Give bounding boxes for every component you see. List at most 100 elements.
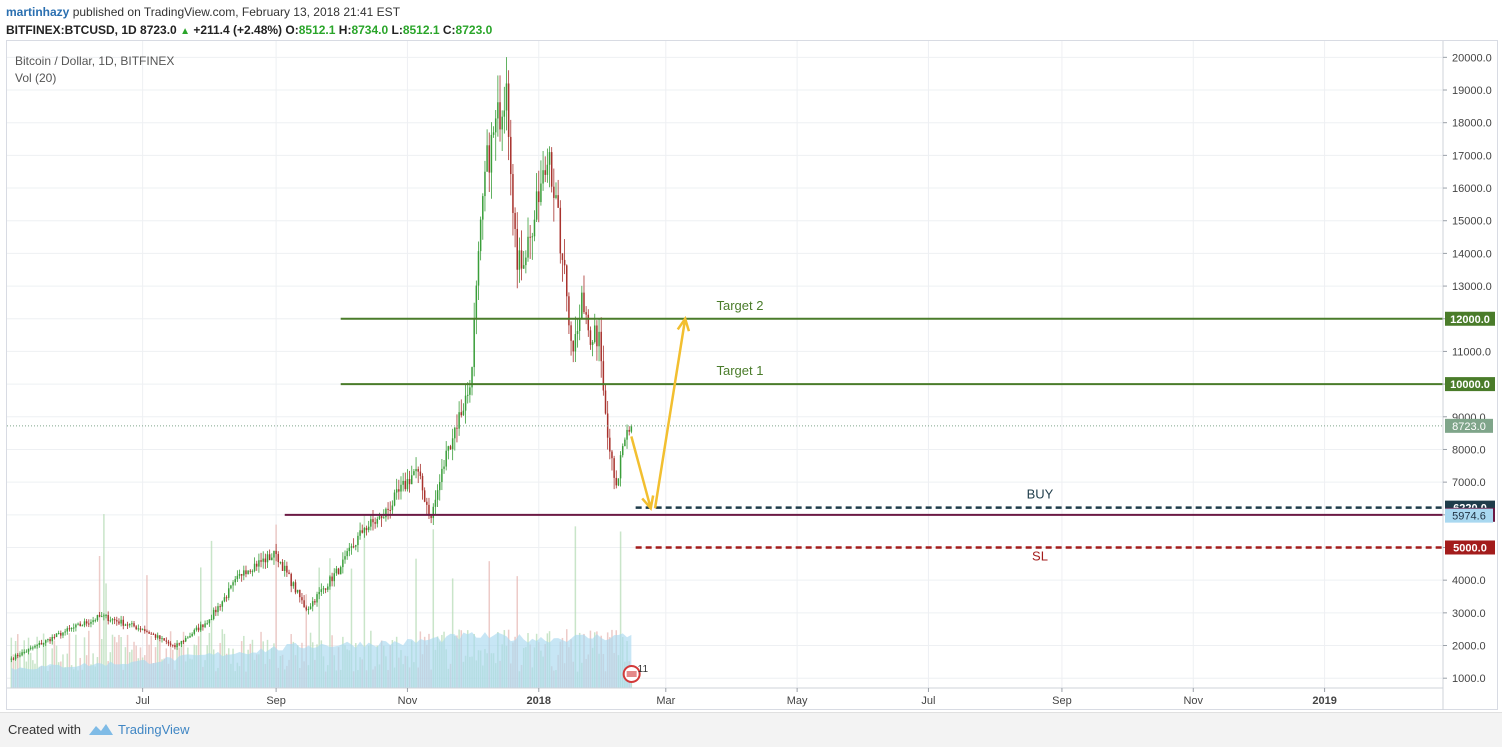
candle-body [223,597,226,602]
candle-body [258,560,260,567]
candle-body [471,367,473,388]
price-axis-badge-label: 5000.0 [1453,542,1487,554]
candle-body [275,550,277,555]
volume-bar [619,531,622,688]
candle-body [391,505,394,511]
publish-info: martinhazy published on TradingView.com,… [6,5,400,19]
candle-body [451,438,454,450]
candle-body [380,516,383,519]
price-tick-label: 17000.0 [1452,150,1492,162]
candle-body [70,627,73,629]
candle-body [292,582,295,587]
volume-bar [14,641,17,688]
volume-bar [83,637,86,688]
candle-body [462,410,465,416]
candle-body [613,458,615,478]
volume-bar [516,576,518,688]
candle-body [441,468,443,483]
candle-body [318,591,320,595]
candle-body [361,530,363,533]
price-tick-label: 7000.0 [1452,477,1486,489]
candle-body [617,478,620,486]
candle-body [217,606,219,613]
candle-body [178,643,180,645]
candle-body [518,250,521,270]
candle-body [268,554,271,561]
candle-body [544,170,546,175]
time-axis: Jul Sep Nov 2018 Mar May Jul Sep Nov 2019 [7,687,1443,707]
symbol-name[interactable]: BITFINEX:BTCUSD, 1D [6,23,137,37]
candle-body [189,635,191,638]
candle-body [243,570,245,576]
current-price-badge [1445,418,1493,433]
symbol-info: BITFINEX:BTCUSD, 1D 8723.0 ▲ +211.4 (+2.… [6,23,492,37]
candle-body [570,325,572,341]
volume-bar [574,526,577,688]
candle-body [195,627,198,630]
volume-bar [103,514,105,688]
candle-body [249,570,252,572]
price-tick-label: 20000.0 [1452,52,1492,64]
price-chart[interactable]: Target 2 Target 1 BUY SL 1000.0 2000.0 3000.0… [0,0,1502,712]
candle-body [566,265,568,297]
volume-bar [432,529,435,688]
price-tick-label: 15000.0 [1452,216,1492,228]
candle-body [137,628,140,630]
level-label: Target 2 [717,298,764,313]
candle-body [484,171,486,197]
candle-body [415,469,417,472]
candle-body [253,563,256,572]
candle-body [146,631,148,633]
candle-body [423,490,426,502]
candle-body [294,582,297,593]
candle-body [574,334,577,352]
high-value: 8734.0 [351,23,389,37]
candle-body [482,196,484,220]
candle-body [339,567,342,575]
volume-bar [44,641,47,688]
candle-body [578,319,581,331]
candle-body [410,475,413,485]
candle-body [395,489,398,493]
volume-bar [363,514,366,688]
volume-bar [118,634,120,688]
candle-body [581,292,583,320]
candle-body [176,643,178,648]
candle-body [311,601,314,607]
volume-bar [329,558,331,688]
candle-body [111,619,114,621]
candle-body [497,102,499,119]
candle-body [436,490,439,500]
author-link[interactable]: martinhazy [6,5,70,19]
candle-body [355,545,357,547]
candle-body [335,568,338,574]
candle-body [27,648,30,652]
candle-body [406,478,409,490]
current-price-label: 8723.0 [1452,421,1486,433]
candle-body [512,174,514,213]
candle-body [398,489,400,492]
volume-bar [350,568,353,688]
candle-body [630,425,633,432]
candle-body [600,331,602,362]
candle-body [430,515,432,519]
candle-body [301,597,303,601]
volume-bar [275,524,277,688]
candle-body [494,118,497,133]
candle-body [367,526,370,531]
candle-body [187,637,189,639]
candle-body [221,601,224,607]
candle-body [585,312,587,315]
candle-body [240,574,243,576]
candle-body [628,429,630,432]
tradingview-link[interactable]: TradingView [118,722,190,737]
candle-body [363,527,366,533]
candle-body [266,554,269,563]
candle-body [96,615,99,621]
volume-ma-badge-label: 5974.6 [1452,511,1486,523]
low-value: 8512.1 [402,23,440,37]
candle-body [626,429,628,440]
candle-body [152,633,155,635]
candle-body [44,640,47,643]
candle-body [262,558,264,562]
